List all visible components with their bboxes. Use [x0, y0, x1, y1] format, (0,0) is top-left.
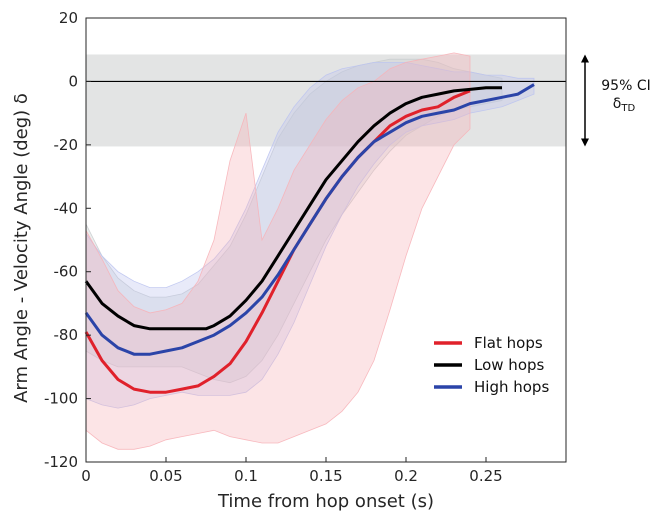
legend-label: Low hops: [474, 356, 545, 374]
x-tick-label: 0.15: [309, 467, 342, 485]
line-high-hops: [84, 83, 535, 356]
legend-label: Flat hops: [474, 334, 543, 352]
arrow-up-icon: [581, 54, 589, 63]
band-low-hops: [85, 58, 503, 384]
y-tick-label: -120: [44, 453, 78, 471]
y-tick-label: 20: [59, 9, 78, 27]
y-axis-label: Arm Angle - Velocity Angle (deg) δ: [11, 93, 32, 403]
x-axis-label: Time from hop onset (s): [217, 491, 434, 512]
confidence-bands: [85, 52, 535, 450]
x-axis-ticks: 0 0.05 0.1 0.15 0.2 0.25: [81, 457, 503, 485]
ci-symbol: δTD: [613, 96, 636, 114]
legend: Flat hops Low hops High hops: [434, 334, 549, 396]
arrow-down-icon: [581, 138, 589, 147]
y-tick-label: -20: [54, 136, 79, 154]
y-tick-label: -100: [44, 390, 78, 408]
ci-label: 95% CI: [601, 78, 650, 94]
band-high-hops: [85, 62, 535, 409]
y-tick-label: -80: [54, 326, 79, 344]
ci-annotation: 95% CI δTD: [581, 54, 651, 147]
series-lines: [84, 83, 535, 394]
y-tick-label: 0: [68, 72, 78, 90]
x-tick-label: 0.05: [149, 467, 182, 485]
y-axis-ticks: -120 -100 -80 -60 -40 -20 0 20: [44, 9, 91, 471]
ci-symbol-main: δ: [613, 96, 622, 112]
x-tick-label: 0.1: [234, 467, 258, 485]
x-tick-label: 0: [81, 467, 91, 485]
line-flat-hops: [84, 89, 471, 394]
y-tick-label: -40: [54, 199, 79, 217]
line-low-hops: [84, 86, 502, 331]
x-tick-label: 0.25: [469, 467, 502, 485]
band-flat-hops: [85, 52, 471, 450]
x-tick-label: 0.2: [394, 467, 418, 485]
ci-symbol-subscript: TD: [620, 103, 635, 114]
y-tick-label: -60: [54, 263, 79, 281]
legend-label: High hops: [474, 378, 549, 396]
